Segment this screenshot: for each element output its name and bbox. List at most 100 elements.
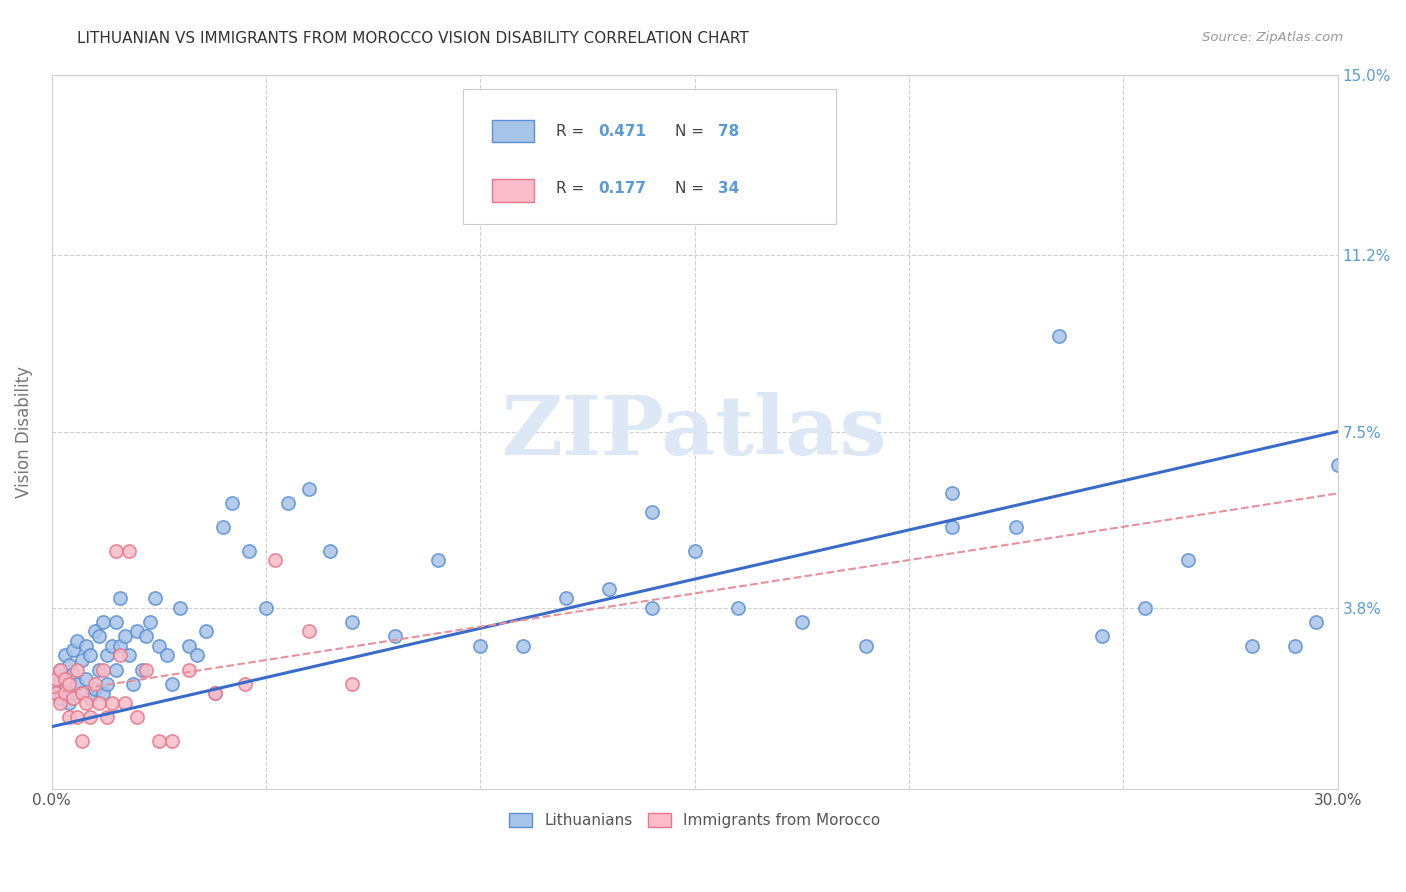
Point xyxy=(319,543,342,558)
Point xyxy=(75,696,97,710)
Point xyxy=(87,629,110,643)
Point xyxy=(641,600,664,615)
Point xyxy=(177,663,200,677)
Text: N =: N = xyxy=(675,181,710,196)
FancyBboxPatch shape xyxy=(492,179,534,202)
Point xyxy=(96,710,118,724)
Point xyxy=(110,639,132,653)
Point xyxy=(75,639,97,653)
Point xyxy=(941,519,963,533)
Point xyxy=(53,648,76,663)
Point xyxy=(156,648,179,663)
Point xyxy=(727,600,749,615)
Point xyxy=(683,543,706,558)
Point xyxy=(186,648,208,663)
Point xyxy=(53,686,76,700)
Point xyxy=(79,691,101,706)
Point xyxy=(598,582,620,596)
Text: 34: 34 xyxy=(718,181,740,196)
Point xyxy=(384,629,406,643)
Point xyxy=(941,486,963,500)
Point xyxy=(221,496,243,510)
Point xyxy=(49,691,72,706)
Point xyxy=(45,677,67,691)
Text: ZIPatlas: ZIPatlas xyxy=(502,392,887,472)
Point xyxy=(340,677,363,691)
Point xyxy=(122,677,145,691)
Point xyxy=(105,543,128,558)
Point xyxy=(87,663,110,677)
Point xyxy=(135,629,157,643)
Point xyxy=(58,696,80,710)
Point xyxy=(204,686,226,700)
Point xyxy=(45,686,67,700)
Point xyxy=(58,677,80,691)
Point xyxy=(1240,639,1263,653)
Point xyxy=(160,734,183,748)
Point xyxy=(143,591,166,606)
Point xyxy=(298,624,321,639)
Point xyxy=(58,657,80,672)
Point xyxy=(79,648,101,663)
Point xyxy=(114,696,136,710)
Point xyxy=(45,672,67,686)
Point xyxy=(62,691,84,706)
Point xyxy=(641,505,664,519)
Point xyxy=(233,677,256,691)
Point xyxy=(555,591,578,606)
Point xyxy=(58,710,80,724)
Point xyxy=(70,653,93,667)
Point xyxy=(91,686,114,700)
Point xyxy=(118,543,141,558)
Point xyxy=(70,734,93,748)
Point xyxy=(204,686,226,700)
Point xyxy=(127,624,149,639)
Point xyxy=(139,615,162,629)
Point xyxy=(100,696,122,710)
Point xyxy=(110,591,132,606)
Point xyxy=(118,648,141,663)
Point xyxy=(135,663,157,677)
Point xyxy=(66,710,89,724)
Point xyxy=(1284,639,1306,653)
Point xyxy=(87,696,110,710)
Point xyxy=(169,600,191,615)
Text: R =: R = xyxy=(555,124,589,139)
Point xyxy=(110,648,132,663)
Point xyxy=(340,615,363,629)
FancyBboxPatch shape xyxy=(463,89,837,225)
Point xyxy=(49,663,72,677)
Point xyxy=(790,615,813,629)
Point xyxy=(105,663,128,677)
Point xyxy=(83,624,105,639)
Point xyxy=(254,600,277,615)
Point xyxy=(100,639,122,653)
Point xyxy=(298,482,321,496)
Point xyxy=(49,696,72,710)
Point xyxy=(96,648,118,663)
Point xyxy=(70,686,93,700)
Point xyxy=(53,681,76,696)
Text: LITHUANIAN VS IMMIGRANTS FROM MOROCCO VISION DISABILITY CORRELATION CHART: LITHUANIAN VS IMMIGRANTS FROM MOROCCO VI… xyxy=(77,31,749,46)
Point xyxy=(276,496,298,510)
Point xyxy=(66,634,89,648)
Point xyxy=(160,677,183,691)
Point xyxy=(1326,458,1348,472)
Text: N =: N = xyxy=(675,124,710,139)
Point xyxy=(148,639,170,653)
Point xyxy=(62,667,84,681)
Y-axis label: Vision Disability: Vision Disability xyxy=(15,366,32,498)
Point xyxy=(83,677,105,691)
Point xyxy=(855,639,877,653)
Point xyxy=(70,686,93,700)
FancyBboxPatch shape xyxy=(492,120,534,143)
Point xyxy=(75,672,97,686)
Point xyxy=(1091,629,1114,643)
Point xyxy=(1177,553,1199,567)
Point xyxy=(131,663,153,677)
Legend: Lithuanians, Immigrants from Morocco: Lithuanians, Immigrants from Morocco xyxy=(503,807,886,834)
Text: 0.177: 0.177 xyxy=(599,181,647,196)
Point xyxy=(66,663,89,677)
Point xyxy=(62,686,84,700)
Point xyxy=(96,677,118,691)
